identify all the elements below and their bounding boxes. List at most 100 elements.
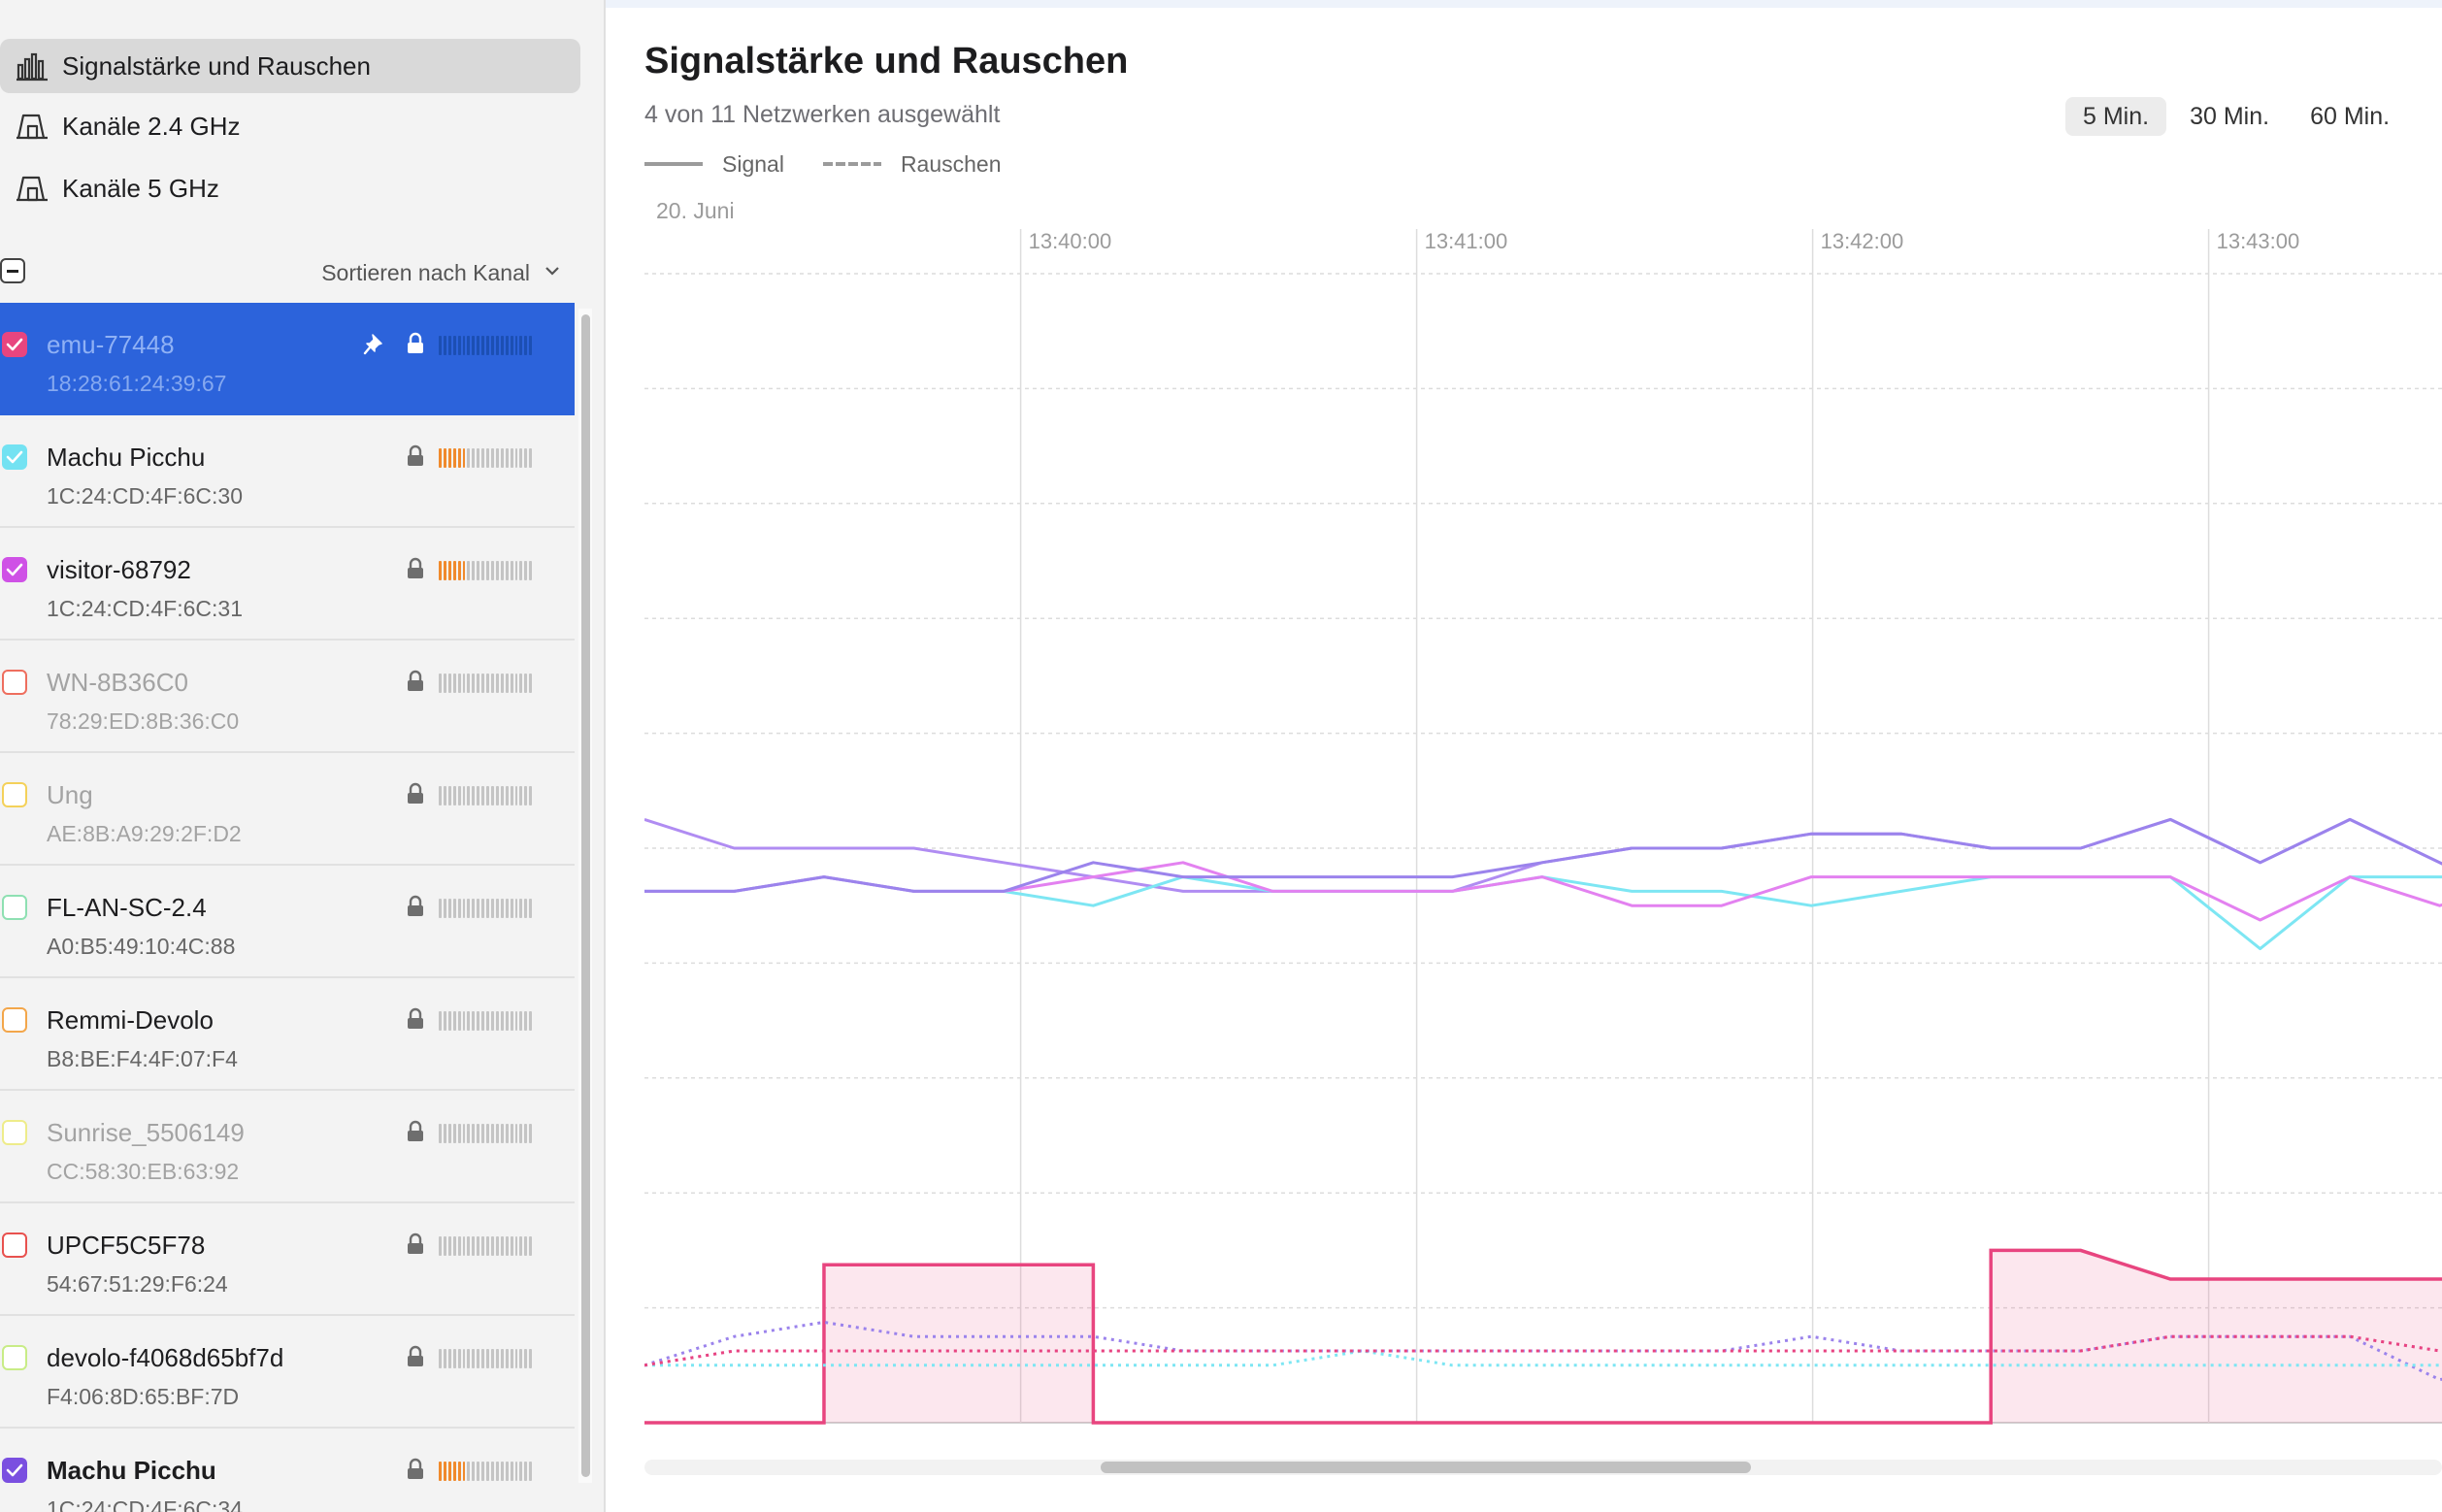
signal-bar [500,786,504,805]
signal-bar [495,1236,499,1256]
signal-bar [486,1011,489,1031]
signal-bar [486,336,489,355]
network-row[interactable]: Sunrise_5506149 CC:58:30:EB:63:92 [0,1091,575,1203]
signal-bar [505,674,509,693]
signal-bar [524,1236,528,1256]
signal-bar [452,336,456,355]
network-row[interactable]: Machu Picchu 1C:24:CD:4F:6C:30 [0,415,575,528]
collapse-all-button[interactable] [0,258,25,283]
network-row[interactable]: Machu Picchu 1C:24:CD:4F:6C:34 [0,1429,575,1512]
network-name: Sunrise_5506149 [47,1118,245,1147]
signal-bar [486,1462,489,1481]
network-row[interactable]: WN-8B36C0 78:29:ED:8B:36:C0 [0,641,575,753]
signal-bar [481,1124,485,1143]
signal-bar [490,1124,494,1143]
signal-bar [472,1349,476,1368]
lock-icon [408,1120,423,1141]
network-checkbox[interactable] [2,1007,27,1033]
legend-noise-label: Rauschen [900,150,1002,177]
network-row[interactable]: Ung AE:8B:A9:29:2F:D2 [0,753,575,866]
scrollbar-thumb[interactable] [1101,1462,1751,1473]
signal-bar [457,1462,461,1481]
signal-bar [500,1462,504,1481]
network-checkbox[interactable] [2,332,27,357]
signal-bar [457,674,461,693]
signal-bar [510,899,513,918]
signal-bar [500,448,504,468]
signal-bar [462,674,466,693]
signal-bar [481,1011,485,1031]
range-60-min[interactable]: 60 Min. [2310,103,2391,130]
signal-bar [495,1349,499,1368]
network-checkbox[interactable] [2,670,27,695]
signal-bar [505,336,509,355]
range-30-min[interactable]: 30 Min. [2190,103,2270,130]
sidebar-item-channels-24[interactable]: Kanäle 2.4 GHz [0,99,580,153]
signal-bar [505,1236,509,1256]
network-checkbox[interactable] [2,895,27,920]
network-name: Machu Picchu [47,1456,216,1485]
network-name: FL-AN-SC-2.4 [47,893,207,922]
chart-horizontal-scrollbar[interactable] [644,1460,2442,1475]
chevron-down-icon[interactable] [544,262,561,279]
signal-bar [495,561,499,580]
range-5-min[interactable]: 5 Min. [2065,97,2167,136]
network-row[interactable]: emu-77448 18:28:61:24:39:67 [0,303,575,415]
signal-bar [439,561,442,580]
network-checkbox[interactable] [2,1458,27,1483]
signal-bar [439,786,442,805]
signal-bar [472,1011,476,1031]
network-checkbox[interactable] [2,1120,27,1145]
signal-bar [452,1011,456,1031]
lock-icon [408,557,423,578]
signal-bar [519,786,523,805]
signal-bar [462,1124,466,1143]
sort-dropdown[interactable]: Sortieren nach Kanal [321,260,530,285]
signal-bar [514,1236,518,1256]
signal-bar [467,1124,471,1143]
sidebar-item-label: Signalstärke und Rauschen [62,50,371,81]
legend-signal: Signal [644,151,784,178]
network-mac: A0:B5:49:10:4C:88 [47,934,236,959]
network-checkbox[interactable] [2,782,27,807]
network-row[interactable]: Remmi-Devolo B8:BE:F4:4F:07:F4 [0,978,575,1091]
signal-bar [447,448,451,468]
lock-icon [408,1458,423,1479]
network-checkbox[interactable] [2,444,27,470]
signal-bar [481,786,485,805]
network-list-scrollbar[interactable] [578,309,592,1483]
page-title: Signalstärke und Rauschen [644,41,1129,82]
network-row[interactable]: visitor-68792 1C:24:CD:4F:6C:31 [0,528,575,641]
signal-bar [477,1462,480,1481]
pin-icon[interactable] [363,332,386,357]
signal-bar [457,561,461,580]
network-row[interactable]: devolo-f4068d65bf7d F4:06:8D:65:BF:7D [0,1316,575,1429]
signal-bar [529,561,533,580]
sidebar-item-signal-noise[interactable]: Signalstärke und Rauschen [0,39,580,93]
time-range-selector: 5 Min. 30 Min. 60 Min. [2065,97,2413,136]
sort-row: Sortieren nach Kanal [0,248,580,295]
signal-bar [439,336,442,355]
signal-bar [505,1462,509,1481]
signal-bar [524,674,528,693]
x-tick-label: 13:40:00 [1029,229,1112,253]
network-row[interactable]: FL-AN-SC-2.4 A0:B5:49:10:4C:88 [0,866,575,978]
scrollbar-thumb[interactable] [581,314,590,1477]
signal-bar [486,1124,489,1143]
network-checkbox[interactable] [2,1345,27,1370]
legend-signal-swatch [644,162,703,166]
signal-bar [481,674,485,693]
sidebar-item-channels-5[interactable]: Kanäle 5 GHz [0,161,580,215]
signal-bar [505,899,509,918]
network-row[interactable]: UPCF5C5F78 54:67:51:29:F6:24 [0,1203,575,1316]
checkmark-icon [6,1463,23,1477]
signal-bar [495,1124,499,1143]
network-checkbox[interactable] [2,1233,27,1258]
signal-bar [472,1124,476,1143]
signal-strength-bars [439,674,533,693]
signal-bar [447,899,451,918]
signal-bar [447,336,451,355]
signal-bar [486,1349,489,1368]
network-mac: B8:BE:F4:4F:07:F4 [47,1046,238,1071]
network-checkbox[interactable] [2,557,27,582]
